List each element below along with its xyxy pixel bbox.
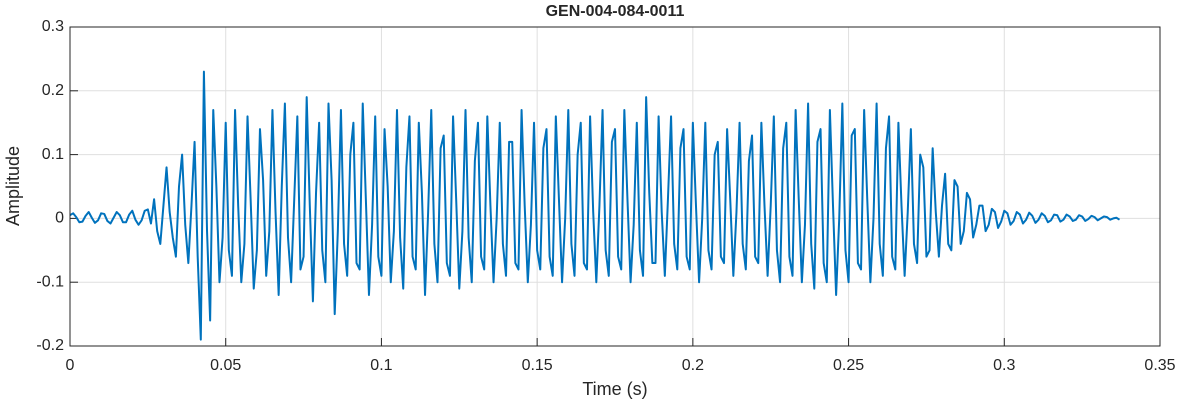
- x-tick-label: 0: [66, 357, 75, 374]
- chart-title: GEN-004-084-0011: [546, 3, 685, 20]
- y-tick-label: 0.2: [42, 82, 64, 99]
- x-tick-label: 0.35: [1144, 357, 1175, 374]
- y-tick-label: -0.2: [36, 337, 64, 354]
- y-tick-label: 0.3: [42, 18, 64, 35]
- x-tick-label: 0.2: [682, 357, 704, 374]
- x-tick-label: 0.3: [993, 357, 1015, 374]
- y-axis-label: Amplitude: [3, 146, 23, 226]
- y-tick-label: -0.1: [36, 273, 64, 290]
- y-tick-label: 0.1: [42, 146, 64, 163]
- axes-box: [69, 26, 1161, 347]
- plot-area: [70, 27, 1160, 346]
- x-axis-label: Time (s): [582, 379, 647, 399]
- waveform-line: [69, 70, 1121, 341]
- x-tick-label: 0.15: [522, 357, 553, 374]
- x-tick-label: 0.05: [210, 357, 241, 374]
- x-tick-label: 0.25: [833, 357, 864, 374]
- y-tick-label: 0: [55, 210, 64, 227]
- x-tick-label: 0.1: [370, 357, 392, 374]
